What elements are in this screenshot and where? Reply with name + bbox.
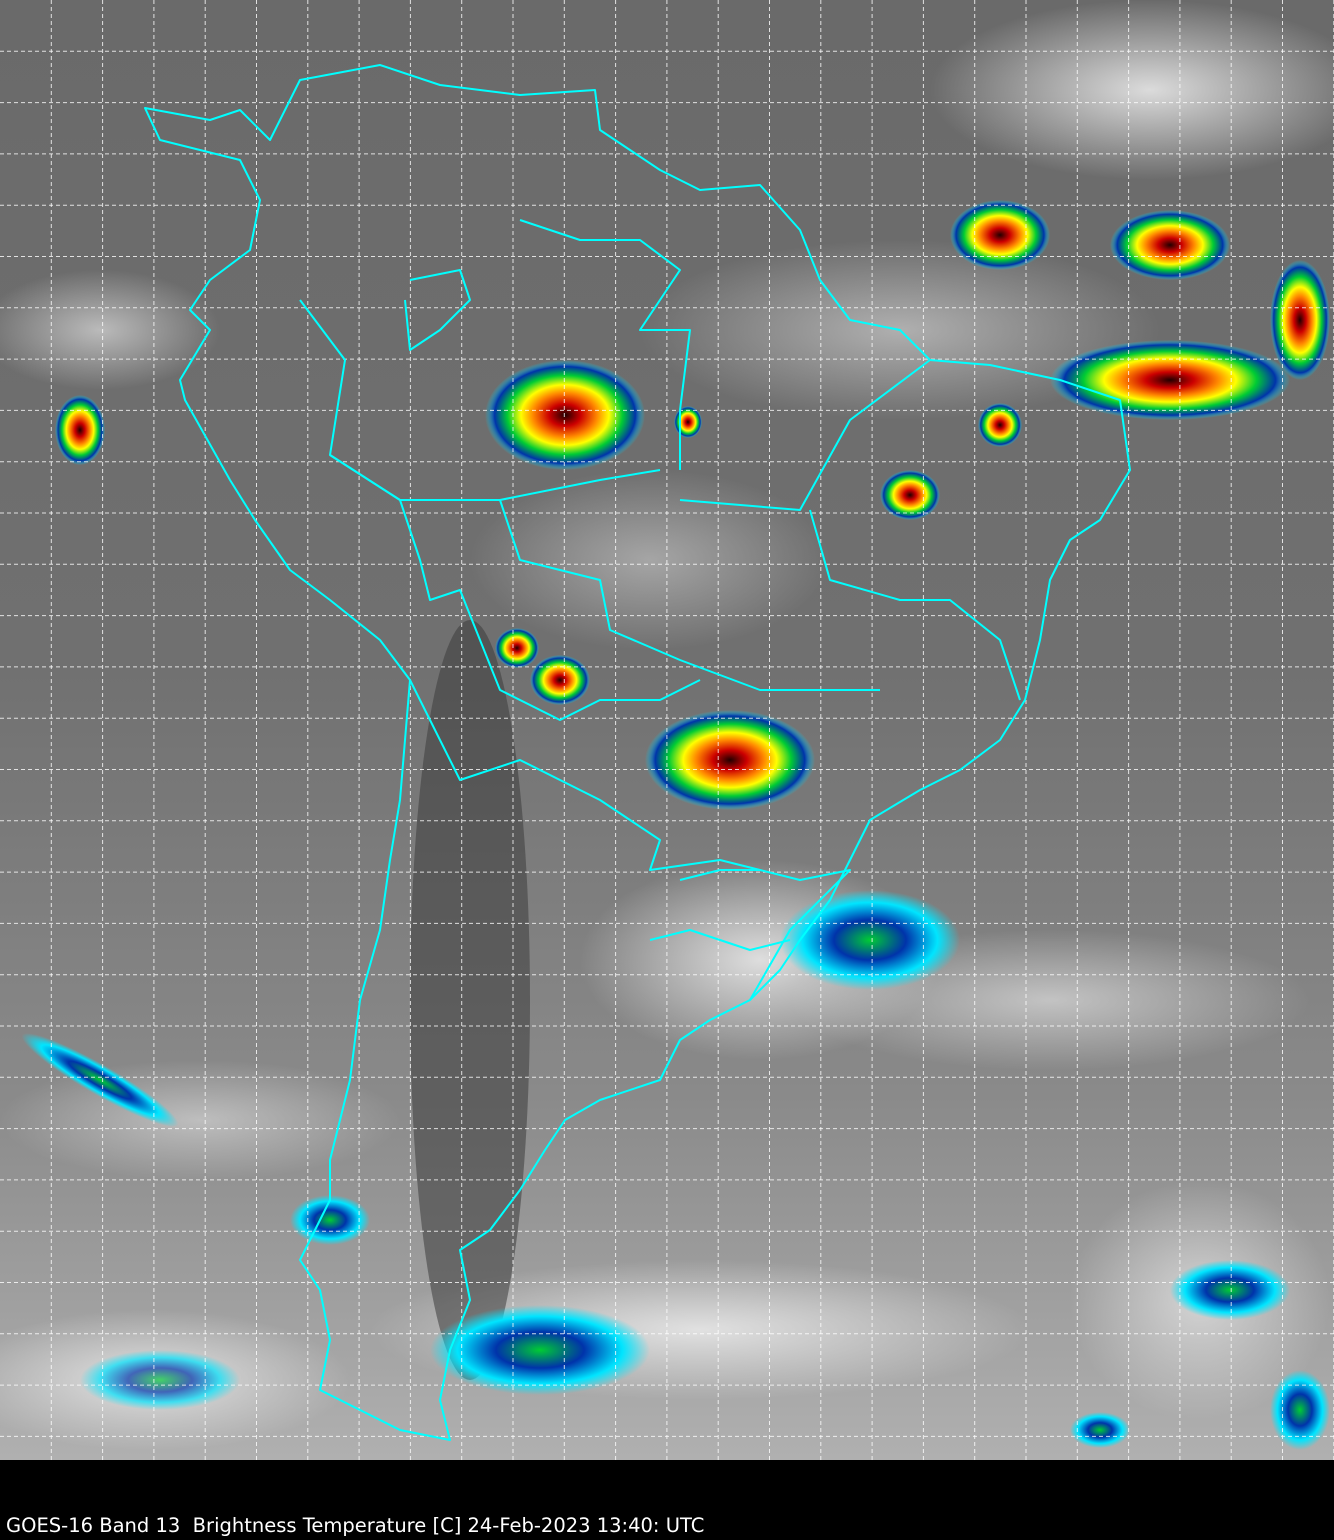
storm-cell — [645, 710, 815, 810]
cold-cloud — [1270, 1370, 1330, 1450]
storm-cell — [880, 470, 940, 520]
image-caption: GOES-16 Band 13 Brightness Temperature [… — [6, 1514, 705, 1537]
satellite-map — [0, 0, 1334, 1460]
country-border — [519, 219, 691, 470]
country-border — [649, 929, 791, 951]
country-border — [404, 269, 471, 351]
storm-cell — [978, 403, 1022, 447]
storm-cell — [55, 395, 105, 465]
cold-cloud — [430, 1305, 650, 1395]
continent-outline — [144, 64, 1131, 1441]
country-border — [499, 499, 880, 691]
storm-cell — [495, 628, 539, 668]
cold-cloud — [80, 1350, 240, 1410]
cold-cloud — [1170, 1260, 1290, 1320]
storm-cell — [1050, 340, 1290, 420]
country-borders — [144, 64, 1131, 1441]
cold-cloud — [21, 1033, 179, 1127]
storm-cell — [950, 200, 1050, 270]
cold-cloud — [290, 1195, 370, 1245]
convective-storms — [21, 200, 1330, 1450]
country-border — [679, 359, 931, 511]
cold-cloud — [780, 890, 960, 990]
country-border — [809, 509, 1021, 701]
lat-lon-grid — [0, 0, 1334, 1460]
country-border — [679, 869, 851, 1001]
cold-cloud — [1070, 1412, 1130, 1448]
storm-cell — [530, 655, 590, 705]
country-border — [329, 454, 701, 721]
storm-cell — [1110, 210, 1230, 280]
country-border — [409, 679, 761, 871]
storm-cell — [485, 360, 645, 470]
cloud-layer — [0, 0, 1334, 1450]
storm-cell — [1270, 260, 1330, 380]
